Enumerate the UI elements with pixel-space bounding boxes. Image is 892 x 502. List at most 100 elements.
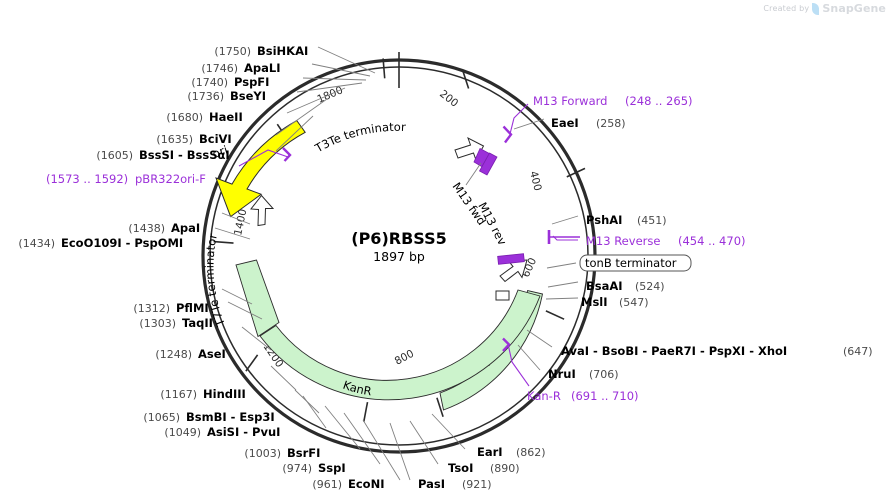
- enzyme-label-pflmi: (1312) PflMI: [133, 301, 208, 315]
- enzyme-label-tsoi: TsoI (890): [448, 461, 520, 475]
- primer-label-m13-forward: M13 Forward (248 .. 265): [533, 94, 693, 108]
- primer-range: (454 .. 470): [678, 234, 746, 248]
- enzyme-label-asisi: (1049) AsiSI - PvuI: [164, 425, 280, 439]
- snapgene-watermark: Created by SnapGene: [763, 2, 886, 15]
- enzyme-label-eari: EarI (862): [477, 445, 546, 459]
- feature-label-t3te: T3Te terminator: [312, 120, 407, 156]
- enzyme-name: BssSI - BssSαI: [139, 148, 230, 162]
- watermark-prefix: Created by: [763, 4, 810, 13]
- enzyme-label-bseyi: (1736) BseYI: [187, 89, 266, 103]
- primer-range: (248 .. 265): [625, 94, 693, 108]
- enzyme-position: (524): [635, 280, 665, 293]
- primer-name: pBR322ori-F: [135, 172, 206, 186]
- plasmid-name: (P6)RBSS5: [351, 229, 446, 248]
- enzyme-label-eaei: EaeI (258): [551, 116, 626, 130]
- enzyme-label-bsihkai: (1750) BsiHKAI: [214, 44, 308, 58]
- enzyme-position: (1740): [191, 76, 228, 89]
- tonb-terminator-label[interactable]: tonB terminator: [579, 254, 692, 272]
- enzyme-position: (1635): [156, 133, 193, 146]
- cat-promoter-box: [495, 290, 510, 301]
- enzyme-name: EaeI: [551, 116, 579, 130]
- enzyme-label-taqii: (1303) TaqII: [139, 316, 213, 330]
- enzyme-position: (451): [637, 214, 667, 227]
- enzyme-name: BseYI: [230, 89, 266, 103]
- enzyme-label-sspi: (974) SspI: [282, 461, 345, 475]
- primer-name: M13 Reverse: [586, 234, 660, 248]
- primer-range: (691 .. 710): [571, 389, 639, 403]
- enzyme-label-ecoo109i: (1434) EcoO109I - PspOMI: [18, 236, 183, 250]
- enzyme-label-asei: (1248) AseI: [155, 347, 225, 361]
- enzyme-position: (1750): [214, 45, 251, 58]
- enzyme-label-bsaai: BsaAI (524): [586, 279, 665, 293]
- feature-t3te-terminator[interactable]: T3Te terminator: [312, 120, 485, 162]
- primer-labels[interactable]: M13 Forward (248 .. 265) M13 Reverse (45…: [46, 94, 746, 403]
- feature-kanr[interactable]: KanR: [235, 259, 541, 401]
- enzyme-position: (890): [490, 462, 520, 475]
- enzyme-label-pshai: PshAI (451): [586, 213, 667, 227]
- enzyme-name: BciVI: [199, 132, 232, 146]
- snapgene-leaf-icon: [812, 2, 820, 15]
- enzyme-name: TaqII: [182, 316, 213, 330]
- enzyme-name: PshAI: [586, 213, 622, 227]
- enzyme-position: (1746): [201, 62, 238, 75]
- enzyme-name: EcoNI: [348, 477, 384, 491]
- enzyme-label-bsssi: (1605) BssSI - BssSαI: [96, 148, 229, 162]
- enzyme-name: SspI: [318, 461, 346, 475]
- enzyme-position: (1049): [164, 426, 201, 439]
- enzyme-label-msli: MslI (547): [581, 295, 649, 309]
- enzyme-label-nrui: NruI (706): [548, 367, 619, 381]
- enzyme-position: (1438): [128, 222, 165, 235]
- kanr-arrowhead: [235, 259, 280, 338]
- enzyme-position: (706): [589, 368, 619, 381]
- enzyme-label-econi: (961) EcoNI: [312, 477, 384, 491]
- plasmid-length: 1897 bp: [373, 249, 425, 264]
- ruler-tick-label: 400: [527, 170, 543, 192]
- enzyme-labels-left[interactable]: (1750) BsiHKAI (1746) ApaLI (1740) PspFI…: [18, 44, 384, 491]
- watermark-brand: SnapGene: [822, 2, 886, 15]
- enzyme-position: (921): [462, 478, 492, 491]
- enzyme-position: (1605): [96, 149, 133, 162]
- enzyme-label-haeii: (1680) HaeII: [166, 110, 242, 124]
- primer-label-pbr322ori-f: (1573 .. 1592) pBR322ori-F: [46, 172, 206, 186]
- enzyme-labels-right[interactable]: PasI (921) TsoI (890) EarI (862) AvaI - …: [418, 116, 873, 491]
- enzyme-position: (1312): [133, 302, 170, 315]
- enzyme-name: ApaLI: [244, 61, 281, 75]
- enzyme-name: AseI: [198, 347, 226, 361]
- enzyme-label-avai-group: AvaI - BsoBI - PaeR7I - PspXI - XhoI (64…: [561, 344, 873, 358]
- primer-backbone-marks: [282, 125, 580, 352]
- enzyme-name: PasI: [418, 477, 445, 491]
- enzyme-name: HaeII: [209, 110, 243, 124]
- enzyme-name: PspFI: [234, 75, 269, 89]
- ruler-tick-label: 800: [393, 348, 416, 368]
- ruler-tick-1400: 1400: [213, 208, 249, 244]
- enzyme-position: (1303): [139, 317, 176, 330]
- primer-label-m13-reverse: M13 Reverse (454 .. 470): [586, 234, 746, 248]
- enzyme-position: (547): [619, 296, 649, 309]
- ruler-tick-label: 200: [437, 88, 460, 110]
- enzyme-name: BsmBI - Esp3I: [186, 410, 275, 424]
- enzyme-position: (1167): [160, 388, 197, 401]
- enzyme-name: PflMI: [176, 301, 209, 315]
- enzyme-position: (1434): [18, 237, 55, 250]
- primer-name: M13 Forward: [533, 94, 607, 108]
- ruler-tick-400: 400: [527, 167, 586, 192]
- enzyme-position: (1003): [244, 447, 281, 460]
- primer-label-kan-r: Kan-R (691 .. 710): [527, 389, 639, 403]
- enzyme-position: (1065): [143, 411, 180, 424]
- primer-range: (1573 .. 1592): [46, 172, 128, 186]
- enzyme-label-pasi: PasI (921): [418, 477, 492, 491]
- enzyme-name: TsoI: [448, 461, 473, 475]
- enzyme-name: BsaAI: [586, 279, 623, 293]
- enzyme-label-bcivi: (1635) BciVI: [156, 132, 231, 146]
- enzyme-position: (862): [516, 446, 546, 459]
- enzyme-leader-lines: [214, 46, 579, 481]
- primer-m13-rev-glyph[interactable]: M13 rev: [475, 152, 510, 248]
- enzyme-label-bsrfi: (1003) BsrFI: [244, 446, 320, 460]
- enzyme-name: AvaI - BsoBI - PaeR7I - PspXI - XhoI: [561, 344, 787, 358]
- cat-promoter-arrow: [499, 259, 528, 283]
- enzyme-name: MslI: [581, 295, 608, 309]
- enzyme-name: BsiHKAI: [257, 44, 308, 58]
- enzyme-position: (1736): [187, 90, 224, 103]
